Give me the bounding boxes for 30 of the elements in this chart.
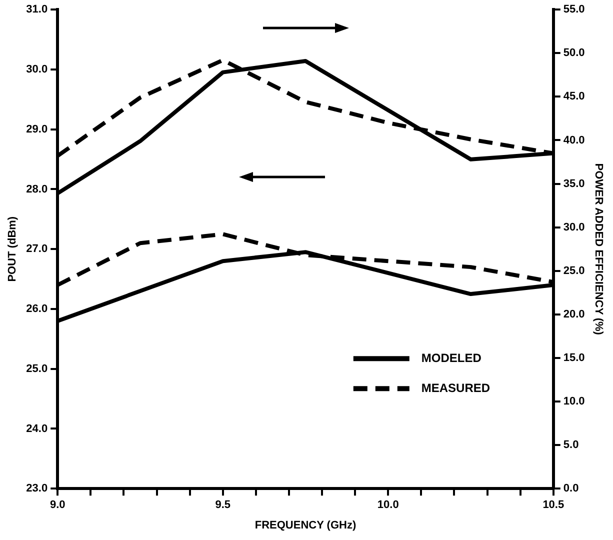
y-tick-label: 27.0 [26,243,48,256]
y2-tick-label: 5.0 [563,439,579,452]
y-tick-label: 23.0 [26,482,48,495]
x-tick-label: 9.0 [50,499,66,512]
y2-tick-label: 15.0 [563,352,585,364]
x-tick-label: 9.5 [215,499,231,512]
y2-tick-label: 40.0 [563,134,585,146]
legend-label: MODELED [421,350,482,365]
y-tick-label: 30.0 [26,64,48,76]
y2-tick-label: 45.0 [563,90,585,103]
y2-tick-label: 35.0 [563,178,585,190]
y2-axis-title: POWER ADDED EFFICIENCY (%) [592,163,604,336]
legend-label: MEASURED [421,380,490,395]
x-tick-label: 10.0 [377,499,399,512]
y-tick-label: 24.0 [26,422,48,435]
y-tick-label: 31.0 [26,4,48,16]
y-tick-label: 28.0 [26,183,48,196]
y-tick-label: 25.0 [26,362,48,375]
y-tick-label: 29.0 [26,123,48,136]
y2-tick-label: 55.0 [563,4,585,16]
y2-tick-label: 0.0 [563,482,579,495]
x-tick-label: 10.5 [542,499,564,512]
y2-tick-label: 25.0 [563,264,585,277]
y-tick-label: 26.0 [26,303,48,316]
y2-tick-label: 20.0 [563,308,585,320]
y2-tick-label: 50.0 [563,47,585,60]
x-axis-title: FREQUENCY (GHz) [254,519,356,532]
y2-tick-label: 30.0 [563,221,585,234]
y-axis-title: POUT (dBm) [6,216,19,282]
y2-tick-label: 10.0 [563,396,585,408]
